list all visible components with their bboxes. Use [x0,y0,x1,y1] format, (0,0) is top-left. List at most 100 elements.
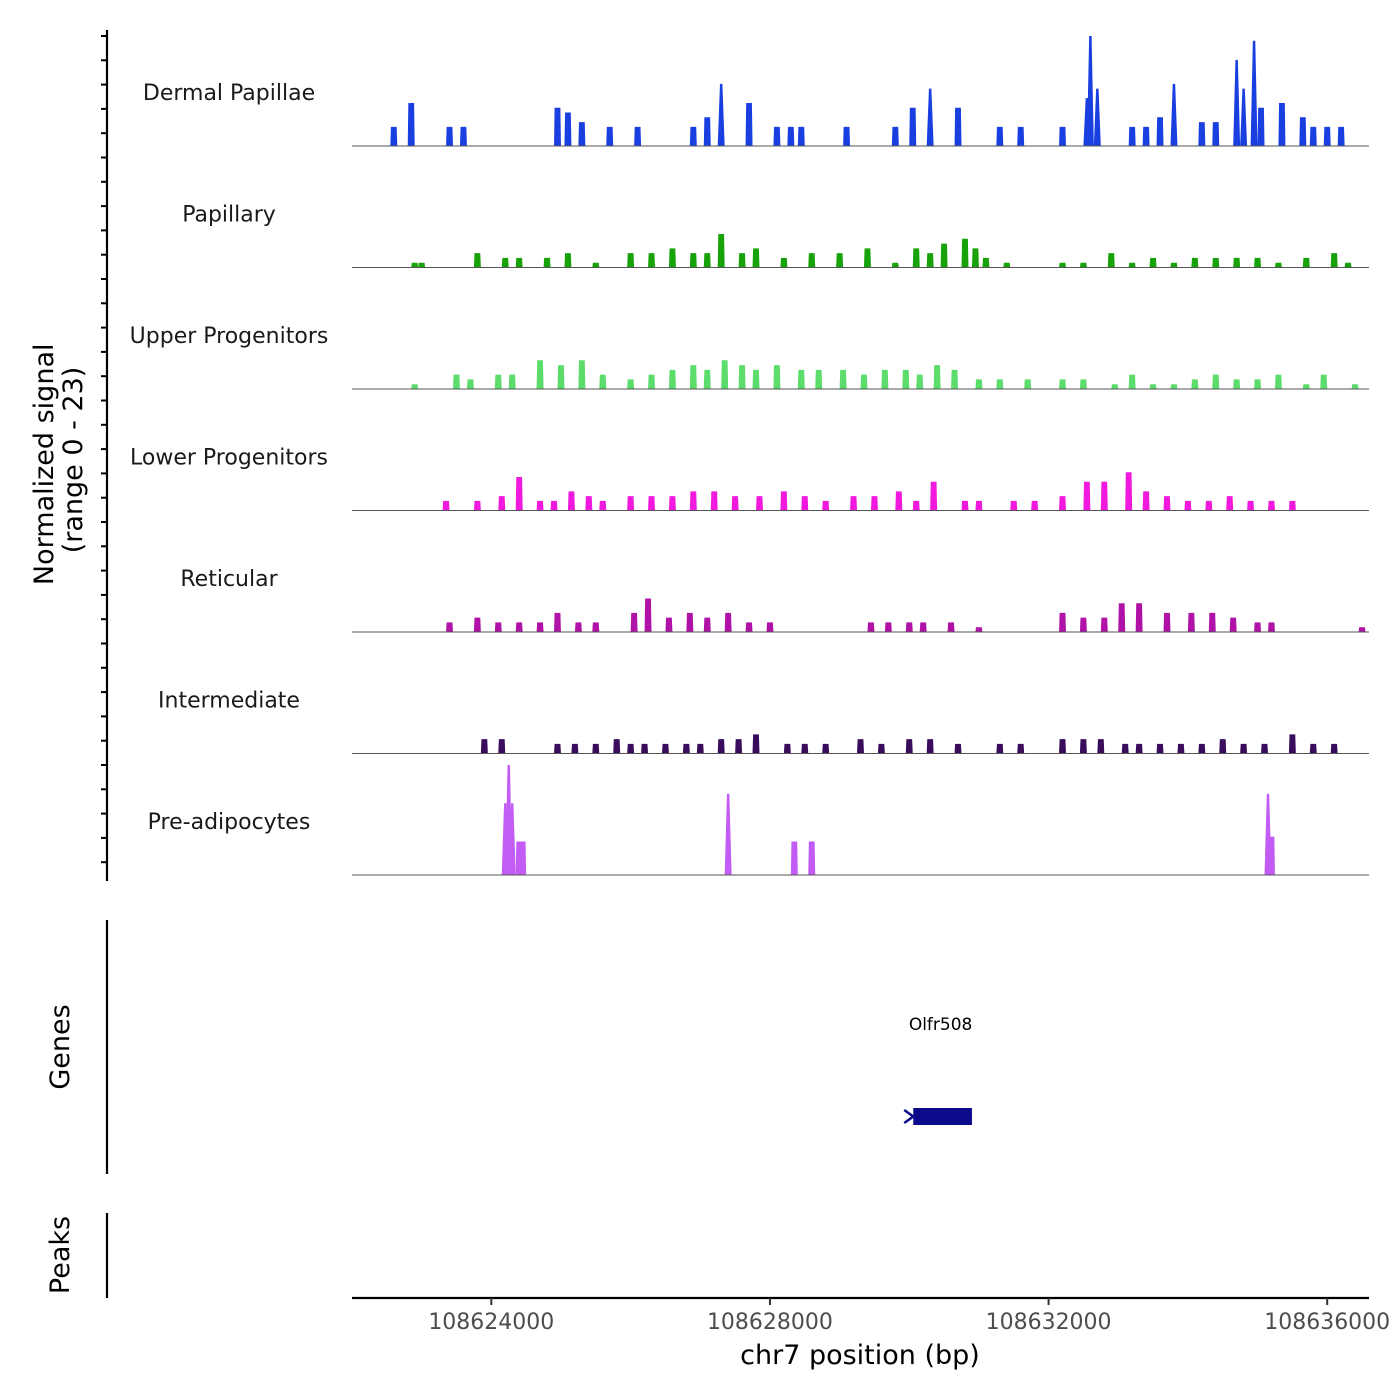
signal-peak [1163,496,1171,511]
signal-peak [473,253,481,268]
signal-peak [1212,374,1220,389]
signal-peak [731,496,739,511]
signal-peak [884,622,892,632]
signal-peak [1309,743,1317,754]
track-label-dermal-papillae: Dermal Papillae [143,81,315,106]
signal-peak [1170,262,1178,268]
signal-peak [1017,126,1025,146]
signal-peak [954,743,962,754]
signal-peak [453,374,460,389]
signal-peak [996,379,1004,389]
signal-peak [1149,257,1157,268]
signal-peak [554,107,561,146]
signal-peak [717,739,725,754]
signal-peak [634,126,642,146]
signal-peak [891,262,899,268]
signal-peak [916,374,924,389]
signal-peak [536,500,544,511]
signal-peak [1059,126,1066,146]
signal-peak [801,743,809,754]
signal-peak [1240,743,1248,754]
x-tick-label: 108628000 [707,1310,833,1335]
signal-peak [536,622,544,632]
signal-peak [627,743,635,754]
signal-peak [947,622,955,632]
signal-peak [982,257,990,268]
signal-peak [926,739,934,754]
signal-peak [1254,622,1262,632]
peaks-panel: Peaks [45,1213,109,1298]
signal-peak [661,743,669,754]
signal-peak [592,743,600,754]
signal-peak [933,365,941,389]
signal-peak [710,491,718,511]
signal-peak [1135,743,1143,754]
track-label-intermediate: Intermediate [158,689,300,714]
signal-peak [1128,374,1136,389]
signal-peak [1118,603,1126,632]
signal-peak [1100,617,1108,632]
signal-peak [498,739,506,754]
signal-peak [1128,126,1136,146]
track-papillary: Papillary [182,203,1369,268]
signal-peak [724,793,732,875]
signal-peak [895,491,903,511]
signal-peak [1323,126,1331,146]
x-axis: 108624000 108628000 108632000 108636000 chr… [352,1296,1390,1371]
signal-peak [975,379,983,389]
signal-peak [1059,379,1066,389]
signal-peak [1302,384,1310,389]
signal-peak [627,379,635,389]
signal-peak [519,841,527,875]
signal-peak [919,622,927,632]
gene-strand-arrow [903,1108,916,1125]
signal-peak [592,262,600,268]
signal-peak [1177,743,1185,754]
signal-peak [630,612,638,632]
signal-peak [1229,617,1237,632]
signal-peak [822,500,830,511]
signal-peak [1059,496,1066,511]
signal-peak [686,612,694,632]
coverage-tracks: Dermal Papillae Papillary Upper Progenitor… [130,36,1369,876]
signal-peak [543,257,551,268]
coverage-axis-title-line1: Normalized signal [29,344,60,586]
signal-peak [473,500,481,511]
signal-peak [891,126,899,146]
signal-peak [703,369,711,389]
signal-peak [418,262,426,268]
signal-peak [1184,500,1192,511]
signal-peak [574,622,582,632]
signal-peak [787,126,795,146]
signal-peak [515,477,523,511]
coverage-axis-title: Normalized signal (range 0 - 23) [29,335,89,585]
signal-peak [745,622,753,632]
signal-peak [1059,262,1066,268]
track-label-reticular: Reticular [180,567,278,592]
coverage-axis-title-line2: (range 0 - 23) [58,367,89,554]
signal-peak [867,622,875,632]
signal-peak [1351,384,1359,389]
signal-peak [446,622,454,632]
signal-peak [1212,257,1220,268]
signal-peak [766,622,774,632]
signal-peak [996,126,1004,146]
signal-peak [801,496,809,511]
signal-peak [1010,500,1018,511]
signal-peak [411,262,419,268]
signal-peak [1247,500,1255,511]
signal-peak [1226,496,1234,511]
x-tick-label: 108632000 [986,1310,1112,1335]
signal-peak [1111,384,1119,389]
gene-body-olfr508 [913,1108,972,1125]
signal-peak [951,369,959,389]
signal-peak [703,253,711,268]
signal-peak [975,500,983,511]
signal-peak [1267,500,1275,511]
signal-peak [797,369,805,389]
signal-peak [1208,612,1216,632]
signal-peak [912,500,920,511]
signal-peak [515,622,523,632]
signal-peak [578,360,586,389]
signal-peak [644,598,652,632]
